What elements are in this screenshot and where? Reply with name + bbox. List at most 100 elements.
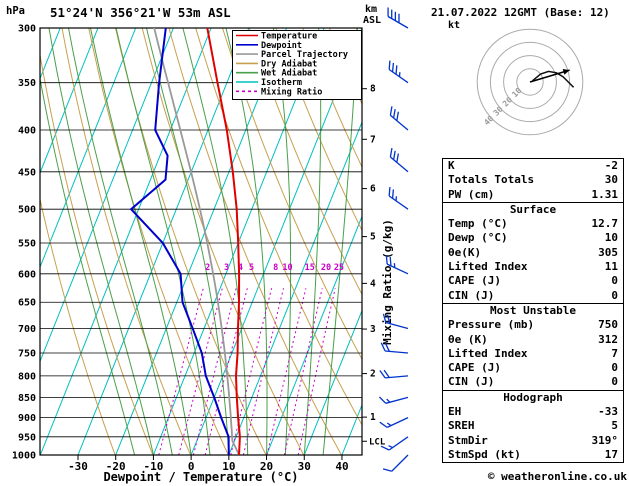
x-axis-title: Dewpoint / Temperature (°C) <box>103 470 298 484</box>
table-row: Pressure (mb) 750 <box>443 318 623 332</box>
hodograph-ring-label: 30 <box>492 105 505 118</box>
table-row-value: 11 <box>604 260 618 274</box>
hodograph-ring <box>476 28 584 136</box>
svg-text:2: 2 <box>370 369 376 380</box>
svg-text:900: 900 <box>18 413 36 424</box>
svg-text:550: 550 <box>18 238 36 249</box>
hodograph-ring <box>489 41 571 123</box>
legend-label: Mixing Ratio <box>261 86 322 97</box>
table-row-label: Pressure (mb) <box>448 318 535 332</box>
table-row: StmDir 319° <box>443 434 623 448</box>
svg-text:2: 2 <box>205 263 210 273</box>
table-section-header: Most Unstable <box>489 303 577 317</box>
table-row-value: 0 <box>611 375 618 389</box>
table-row: K -2 <box>443 159 623 173</box>
svg-text:3: 3 <box>224 263 229 273</box>
run-title: 21.07.2022 12GMT (Base: 12) <box>431 6 610 19</box>
table-row-value: 0 <box>611 288 618 302</box>
parcel-trajectory-curve <box>153 28 240 455</box>
svg-text:5: 5 <box>370 232 376 243</box>
table-row-value: 750 <box>598 318 618 332</box>
svg-text:10: 10 <box>282 263 292 273</box>
svg-text:500: 500 <box>18 205 36 216</box>
svg-text:1: 1 <box>370 412 376 423</box>
km-asl-ticks: 1 2 3 4 5 6 7 8 LCL <box>362 84 386 447</box>
svg-text:850: 850 <box>18 393 36 404</box>
table-row-label: Totals Totals <box>448 173 535 187</box>
table-row-value: 17 <box>604 447 618 461</box>
svg-text:650: 650 <box>18 298 36 309</box>
svg-text:950: 950 <box>18 432 36 443</box>
svg-text:600: 600 <box>18 269 36 280</box>
table-row-label: K <box>448 159 455 172</box>
svg-text:4: 4 <box>370 278 376 289</box>
table-row: PW (cm) 1.31 <box>443 188 623 202</box>
table-row: CAPE (J) 0 <box>443 274 623 288</box>
table-section-separator <box>443 389 623 391</box>
svg-text:40: 40 <box>335 460 348 473</box>
svg-text:30: 30 <box>298 460 311 473</box>
legend-label: Temperature <box>261 32 317 42</box>
table-row: Totals Totals 30 <box>443 173 623 187</box>
table-row: θe (K) 312 <box>443 333 623 347</box>
svg-text:1000: 1000 <box>12 451 36 462</box>
pressure-gridlines: 300 350 400 450 500 550 600 650 700 750 800 850 900 9… <box>12 24 362 462</box>
legend-label: Wet Adiabat <box>261 68 317 79</box>
svg-text:-20: -20 <box>106 460 126 473</box>
table-row-label: Lifted Index <box>448 346 528 360</box>
storm-motion-arrow <box>529 69 570 83</box>
legend-label: Dry Adiabat <box>261 58 317 69</box>
table-row-label: θe (K) <box>448 332 488 346</box>
table-row-value: 1.31 <box>591 187 619 201</box>
hodograph-ring <box>516 68 544 96</box>
table-row-value: 0 <box>611 361 618 375</box>
table-row-label: CIN (J) <box>448 288 495 302</box>
pressure-unit-label: hPa <box>6 5 25 17</box>
table-row: StmSpd (kt) 17 <box>443 448 623 462</box>
hodograph-ring-label: 40 <box>482 114 495 127</box>
table-row-label: PW (cm) <box>448 187 495 201</box>
table-row-value: 305 <box>598 245 618 259</box>
table-section-separator <box>443 302 623 304</box>
table-row-label: Dewp (°C) <box>448 231 508 245</box>
svg-text:0: 0 <box>188 460 195 473</box>
svg-text:400: 400 <box>18 126 36 137</box>
table-row-value: 10 <box>604 231 618 245</box>
table-row: Lifted Index 7 <box>443 347 623 361</box>
table-row-label: Temp (°C) <box>448 217 508 231</box>
svg-text:8: 8 <box>273 263 278 273</box>
skewt-diagram: 2 3 4 5 8 10 15 20 25300350400450500550600650700… <box>6 4 409 484</box>
svg-text:6: 6 <box>370 184 376 195</box>
svg-text:700: 700 <box>18 324 36 335</box>
hodograph-unit-label: kt <box>448 20 460 31</box>
svg-text:-10: -10 <box>143 460 163 473</box>
table-row: Dewp (°C) 10 <box>443 231 623 245</box>
svg-text:25: 25 <box>334 263 344 273</box>
table-row: CAPE (J) 0 <box>443 361 623 375</box>
table-row-value: 319° <box>591 433 619 447</box>
table-row-label: CAPE (J) <box>448 274 501 288</box>
svg-text:300: 300 <box>18 24 36 35</box>
isotherm-lines <box>40 28 362 455</box>
svg-text:750: 750 <box>18 348 36 359</box>
indices-table: K -2 Totals Totals 30 PW (cm) 1.31 Surface Temp… <box>442 158 624 464</box>
hodograph-ring <box>503 55 557 109</box>
table-section-header: Surface <box>509 202 557 216</box>
table-row-label: CIN (J) <box>448 375 495 389</box>
table-row-value: 5 <box>611 419 618 433</box>
table-row: θe(K) 305 <box>443 246 623 260</box>
wind-barbs <box>378 7 409 472</box>
legend-label: Parcel Trajectory <box>261 49 348 60</box>
svg-text:8: 8 <box>370 84 376 95</box>
dewpoint-curve <box>129 27 230 456</box>
table-row-label: θe(K) <box>448 245 482 259</box>
station-title: 51°24'N 356°21'W 53m ASL <box>50 5 231 20</box>
table-row-label: StmSpd (kt) <box>448 447 521 461</box>
table-section-separator <box>443 201 623 203</box>
table-row-label: StmDir <box>448 433 488 447</box>
svg-text:5: 5 <box>249 263 254 273</box>
legend-label: Dewpoint <box>261 40 302 51</box>
